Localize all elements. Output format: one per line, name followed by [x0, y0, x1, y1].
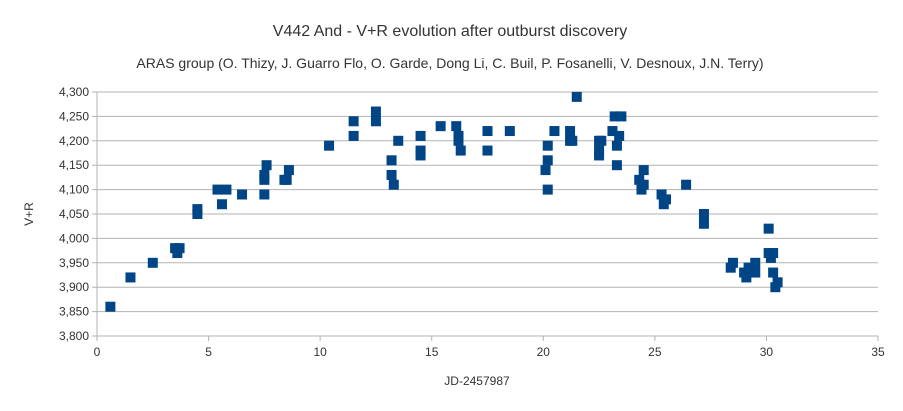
y-tick-label: 4,250 — [59, 109, 89, 123]
y-tick-label: 3,900 — [59, 280, 89, 294]
data-point — [212, 184, 223, 195]
data-point — [772, 277, 783, 288]
data-point — [594, 145, 605, 156]
data-point — [435, 121, 446, 132]
data-point — [482, 145, 493, 156]
data-point — [681, 179, 692, 190]
data-point — [482, 126, 493, 137]
x-tick-label: 25 — [648, 345, 662, 359]
x-axis-label: JD-2457987 — [444, 374, 510, 388]
y-tick-label: 4,050 — [59, 207, 89, 221]
x-tick-label: 15 — [425, 345, 439, 359]
data-point — [324, 140, 335, 151]
data-point — [393, 135, 404, 146]
data-point — [616, 111, 627, 122]
x-tick-label: 5 — [205, 345, 212, 359]
x-tick-label: 0 — [94, 345, 101, 359]
data-point — [281, 174, 292, 185]
data-point — [565, 126, 576, 137]
data-point — [540, 165, 551, 176]
data-point — [415, 130, 426, 141]
x-tick-label: 30 — [760, 345, 774, 359]
data-point — [105, 301, 116, 312]
data-point — [172, 248, 183, 259]
data-point — [370, 106, 381, 117]
data-point — [614, 130, 625, 141]
y-tick-label: 4,100 — [59, 183, 89, 197]
x-tick-label: 20 — [537, 345, 551, 359]
data-point — [455, 145, 466, 156]
y-tick-label: 4,200 — [59, 134, 89, 148]
y-tick-label: 3,850 — [59, 305, 89, 319]
data-point — [504, 126, 515, 137]
data-point — [567, 135, 578, 146]
data-point — [638, 179, 649, 190]
data-point — [386, 169, 397, 180]
data-point — [743, 262, 754, 273]
data-point — [750, 267, 761, 278]
chart-subtitle: ARAS group (O. Thizy, J. Guarro Flo, O. … — [136, 55, 763, 71]
data-point — [741, 272, 752, 283]
data-point — [415, 145, 426, 156]
data-point — [698, 218, 709, 229]
y-tick-label: 3,800 — [59, 329, 89, 343]
data-point — [221, 184, 232, 195]
data-point — [768, 248, 779, 259]
data-point — [638, 165, 649, 176]
y-tick-label: 3,950 — [59, 256, 89, 270]
data-point — [609, 111, 620, 122]
y-axis-label: V+R — [22, 202, 36, 226]
data-point — [661, 194, 672, 205]
data-point — [763, 223, 774, 234]
data-point — [125, 272, 136, 283]
x-tick-label: 10 — [313, 345, 327, 359]
data-point — [768, 267, 779, 278]
data-point — [147, 257, 158, 268]
data-point — [451, 121, 462, 132]
data-point — [283, 165, 294, 176]
data-point — [542, 184, 553, 195]
data-point — [261, 160, 272, 171]
data-point — [549, 126, 560, 137]
data-point — [386, 155, 397, 166]
data-point — [192, 204, 203, 215]
data-point — [750, 257, 761, 268]
data-point — [727, 257, 738, 268]
data-point — [216, 199, 227, 210]
data-point — [237, 189, 248, 200]
data-point — [259, 189, 270, 200]
chart-title: V442 And - V+R evolution after outburst … — [273, 23, 627, 40]
data-point — [698, 209, 709, 219]
data-point — [571, 91, 582, 102]
data-point — [607, 126, 618, 137]
x-tick-label: 35 — [871, 345, 885, 359]
data-point — [388, 179, 399, 190]
data-point — [259, 169, 270, 180]
y-tick-label: 4,300 — [59, 85, 89, 99]
data-point — [370, 116, 381, 127]
y-tick-label: 4,000 — [59, 231, 89, 245]
data-point — [611, 140, 622, 151]
data-point — [596, 135, 607, 146]
data-point — [453, 130, 464, 141]
data-point — [348, 130, 359, 141]
data-point — [542, 140, 553, 151]
data-point — [348, 116, 359, 127]
data-point — [542, 155, 553, 166]
y-tick-label: 4,150 — [59, 158, 89, 172]
data-point — [611, 160, 622, 171]
